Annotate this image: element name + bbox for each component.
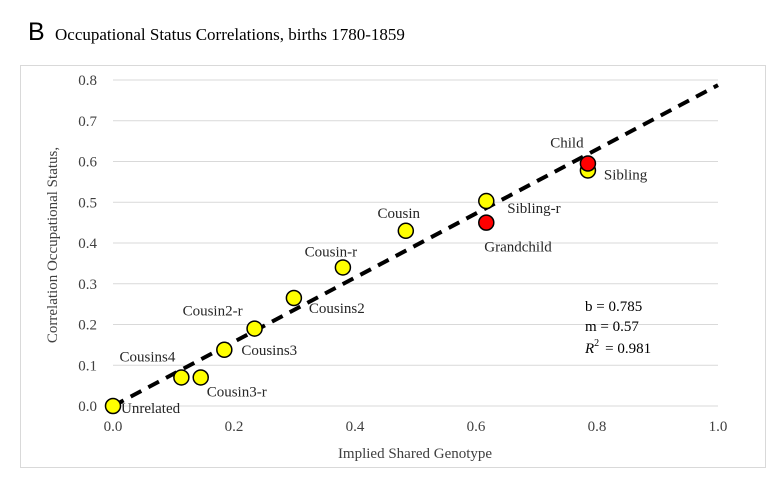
y-tick-label: 0.4 [78,236,97,252]
r-squared-exponent: 2 [594,338,599,349]
data-point-child [579,155,597,172]
point-label-cousins3: Cousins3 [241,343,297,359]
chart-title: Occupational Status Correlations, births… [55,25,405,44]
point-label-cousin-r: Cousin-r [305,244,358,260]
trendline [112,83,719,408]
x-tick-label: 0.8 [588,419,607,435]
point-label-child: Child [550,136,584,152]
data-point-sibling-r [478,192,495,210]
y-tick-label: 0.7 [78,114,97,130]
point-label-cousin3-r: Cousin3-r [207,384,267,400]
data-point-unrelated [104,397,122,415]
x-tick-label: 0.0 [104,419,123,435]
y-tick-label: 0.6 [78,155,97,171]
y-tick-label: 0.5 [78,195,97,211]
data-point-cousin2-r [246,320,263,337]
data-point-grandchild [478,214,495,231]
point-label-cousin: Cousin [378,206,421,222]
y-tick-label: 0.1 [78,358,97,374]
r-squared-symbol: R [584,341,594,357]
annotation-r-squared: R2 = 0.981 [584,338,651,357]
point-label-grandchild: Grandchild [484,240,552,256]
data-point-cousins2 [285,289,303,307]
y-axis-title: Correlation Occupational Status, [45,147,61,343]
r-squared-value: = 0.981 [605,341,651,357]
y-tick-label: 0.0 [78,399,97,415]
point-label-cousins4: Cousins4 [120,349,176,365]
x-tick-label: 0.2 [225,419,244,435]
point-label-cousins2: Cousins2 [309,301,365,317]
data-point-cousin-r [334,259,352,276]
panel-letter: B [28,18,45,46]
point-label-sibling-r: Sibling-r [507,201,560,217]
x-tick-label: 1.0 [709,419,728,435]
data-point-cousin [397,222,415,240]
data-point-cousins3 [216,341,233,359]
x-tick-label: 0.4 [346,419,365,435]
y-tick-label: 0.3 [78,277,97,293]
point-label-sibling: Sibling [604,167,648,183]
chart-frame [20,65,766,468]
annotation-slope: m = 0.57 [585,319,639,335]
annotation-intercept: b = 0.785 [585,299,642,315]
x-tick-label: 0.6 [467,419,486,435]
point-label-unrelated: Unrelated [121,401,181,417]
x-axis-title: Implied Shared Genotype [338,446,492,462]
y-tick-label: 0.8 [78,73,97,89]
data-point-cousin3-r [192,369,209,386]
y-tick-label: 0.2 [78,318,97,334]
point-label-cousin2-r: Cousin2-r [183,304,243,320]
data-point-cousins4 [173,369,190,386]
